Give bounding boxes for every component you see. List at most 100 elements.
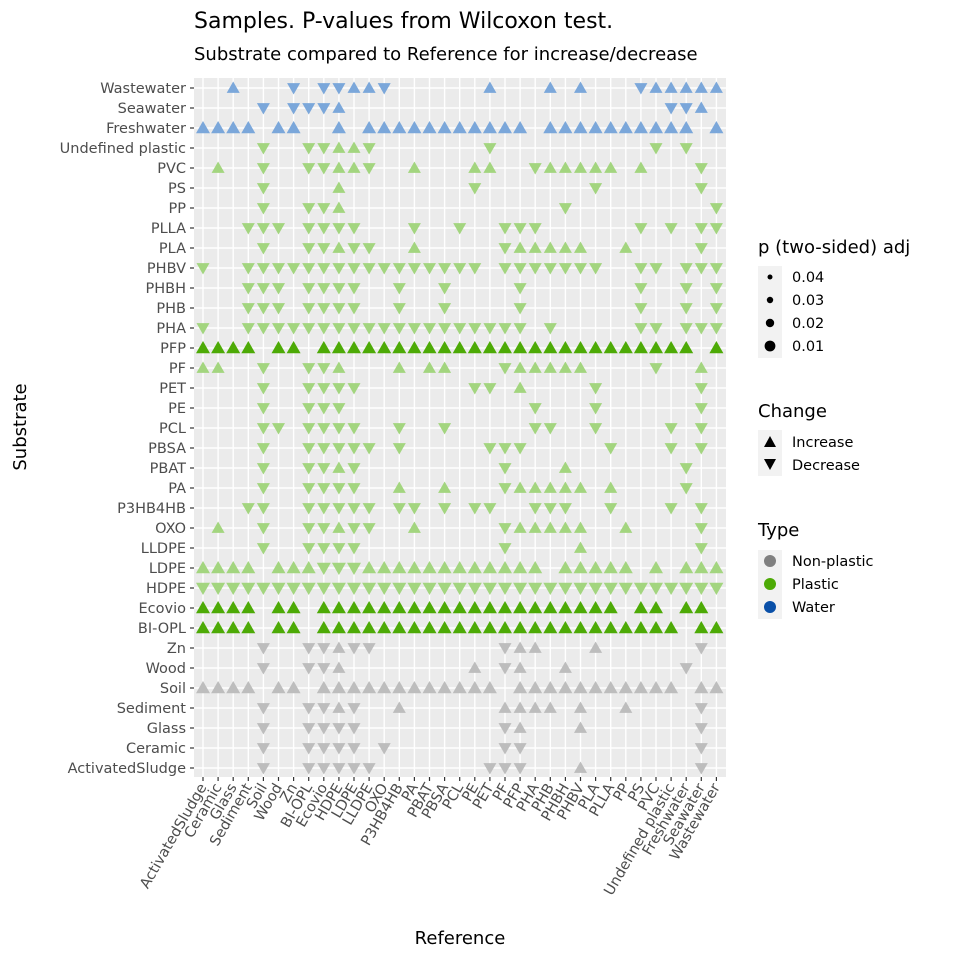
increase-mark xyxy=(709,81,723,93)
decrease-mark xyxy=(392,263,406,275)
increase-mark xyxy=(452,621,467,634)
y-tick-label: PE xyxy=(168,401,186,417)
decrease-mark xyxy=(302,763,316,775)
decrease-mark xyxy=(633,582,648,595)
y-tick-label: PFP xyxy=(160,341,186,357)
increase-mark xyxy=(422,341,437,354)
increase-mark xyxy=(241,681,256,694)
decrease-mark xyxy=(347,503,361,515)
increase-mark xyxy=(679,601,694,614)
decrease-mark xyxy=(317,383,331,395)
decrease-mark xyxy=(241,323,255,335)
decrease-mark xyxy=(483,763,497,775)
increase-mark xyxy=(226,561,241,574)
y-tick-label: PS xyxy=(168,181,186,197)
decrease-mark xyxy=(362,163,376,175)
decrease-mark xyxy=(453,223,467,235)
increase-mark xyxy=(618,341,633,354)
increase-mark xyxy=(574,701,587,713)
increase-mark xyxy=(694,101,708,113)
increase-mark xyxy=(332,701,346,713)
increase-mark xyxy=(634,161,648,173)
increase-mark xyxy=(347,141,361,153)
type-legend: Type Non-plastic Plastic Water xyxy=(757,520,874,619)
p-legend-title: p (two-sided) adj xyxy=(758,237,910,258)
decrease-mark xyxy=(694,643,708,655)
decrease-mark xyxy=(196,323,210,335)
increase-mark xyxy=(347,81,361,93)
decrease-mark xyxy=(604,443,618,455)
increase-mark xyxy=(694,361,708,373)
increase-mark xyxy=(407,121,422,134)
decrease-mark xyxy=(302,643,316,655)
increase-mark xyxy=(241,121,256,134)
decrease-mark xyxy=(392,423,406,435)
decrease-mark xyxy=(256,103,270,115)
decrease-mark xyxy=(709,323,723,335)
increase-mark xyxy=(603,561,618,574)
decrease-mark xyxy=(498,263,512,275)
decrease-mark xyxy=(331,562,346,575)
increase-mark xyxy=(407,601,422,614)
decrease-mark xyxy=(498,443,512,455)
decrease-mark xyxy=(317,443,331,455)
increase-mark xyxy=(422,621,437,634)
increase-mark xyxy=(543,121,558,134)
decrease-mark xyxy=(649,323,663,335)
decrease-mark xyxy=(332,443,346,455)
increase-mark xyxy=(437,561,452,574)
y-tick-label: PET xyxy=(159,381,186,397)
increase-mark xyxy=(467,621,482,634)
increase-mark xyxy=(574,361,587,373)
decrease-mark xyxy=(498,243,512,255)
increase-mark xyxy=(498,621,512,634)
p-value-legend: p (two-sided) adj 0.04 0.03 0.02 0.01 xyxy=(758,237,910,358)
y-tick-label: PCL xyxy=(159,421,186,437)
increase-mark xyxy=(347,621,361,634)
decrease-mark xyxy=(664,103,678,115)
increase-mark xyxy=(362,621,377,634)
increase-mark xyxy=(271,601,286,614)
decrease-mark xyxy=(347,723,361,735)
increase-mark xyxy=(574,81,587,93)
decrease-mark xyxy=(332,543,346,555)
decrease-mark xyxy=(256,543,270,555)
x-axis-title: Reference xyxy=(415,928,506,949)
increase-mark xyxy=(362,601,377,614)
increase-mark xyxy=(589,161,603,173)
decrease-mark xyxy=(317,483,331,495)
increase-mark xyxy=(558,561,573,574)
increase-mark xyxy=(332,661,346,673)
increase-mark xyxy=(513,681,528,694)
decrease-mark xyxy=(482,582,497,595)
increase-mark xyxy=(407,681,422,694)
x-tick-label: ActivatedSludge xyxy=(137,781,210,892)
decrease-mark xyxy=(528,503,542,515)
decrease-mark xyxy=(362,503,376,515)
decrease-mark xyxy=(528,263,542,275)
increase-mark xyxy=(452,561,467,574)
decrease-mark xyxy=(694,703,708,715)
increase-mark xyxy=(589,641,603,653)
decrease-mark xyxy=(256,183,270,195)
decrease-mark xyxy=(302,263,316,275)
decrease-mark xyxy=(664,503,678,515)
increase-mark xyxy=(679,341,694,354)
decrease-mark xyxy=(438,263,452,275)
decrease-mark xyxy=(302,463,316,475)
increase-mark xyxy=(467,561,482,574)
increase-mark xyxy=(362,561,377,574)
increase-mark xyxy=(241,341,256,354)
decrease-mark xyxy=(332,403,346,415)
decrease-mark xyxy=(317,103,331,115)
decrease-mark xyxy=(423,323,436,335)
decrease-mark xyxy=(347,323,361,335)
decrease-mark xyxy=(256,582,271,595)
increase-mark xyxy=(241,601,256,614)
increase-mark xyxy=(226,121,241,134)
decrease-mark xyxy=(241,283,255,295)
increase-mark xyxy=(392,621,407,634)
decrease-mark xyxy=(513,443,527,455)
y-tick-label: PF xyxy=(169,361,186,377)
increase-mark xyxy=(196,621,210,634)
